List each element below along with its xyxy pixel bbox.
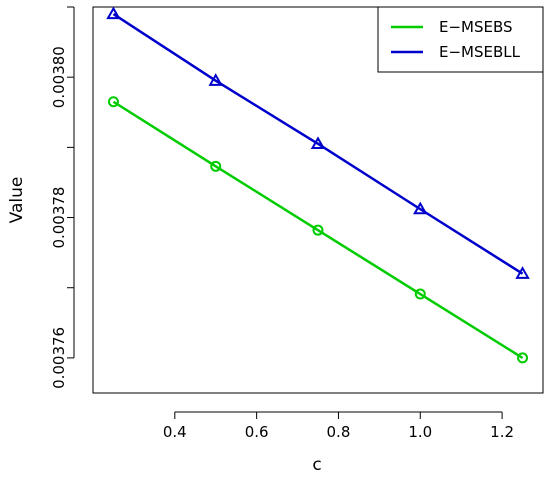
- data-point-circle: [210, 160, 222, 172]
- data-point-triangle: [106, 6, 121, 20]
- y-axis-label: Value: [7, 177, 27, 224]
- data-point-circle: [312, 224, 324, 236]
- x-tick-label: 0.4: [163, 423, 187, 441]
- legend-label: E−MSEBS: [439, 18, 513, 36]
- series-layer: [106, 6, 530, 364]
- series-line: [112, 12, 524, 275]
- legend-box: [377, 6, 544, 73]
- axes: 0.4 0.6 0.8 1.0 1.2 0.00376 0.00378 0.00380: [50, 6, 544, 441]
- legend: E−MSEBS E−MSEBLL: [377, 6, 544, 73]
- legend-item-1: E−MSEBS: [391, 18, 513, 36]
- x-axis-label: c: [312, 455, 321, 475]
- series-1: [107, 96, 529, 364]
- plot-frame: [92, 6, 544, 394]
- data-point-triangle: [515, 266, 530, 279]
- series-line: [112, 100, 524, 359]
- x-tick-label: 1.0: [408, 423, 432, 441]
- x-tick-label: 0.8: [327, 423, 351, 441]
- data-point-circle: [517, 352, 529, 364]
- y-tick-label: 0.00380: [50, 46, 68, 108]
- legend-item-2: E−MSEBLL: [391, 43, 521, 61]
- data-point-circle: [414, 288, 426, 300]
- legend-label: E−MSEBLL: [439, 43, 521, 61]
- y-tick-label: 0.00376: [50, 327, 68, 389]
- data-point-triangle: [413, 201, 428, 215]
- x-tick-label: 0.6: [245, 423, 269, 441]
- x-tick-label: 1.2: [490, 423, 514, 441]
- data-point-triangle: [310, 136, 326, 149]
- y-tick-label: 0.00378: [50, 187, 68, 249]
- data-point-circle: [107, 96, 119, 108]
- series-2: [106, 6, 530, 279]
- data-point-triangle: [208, 73, 223, 86]
